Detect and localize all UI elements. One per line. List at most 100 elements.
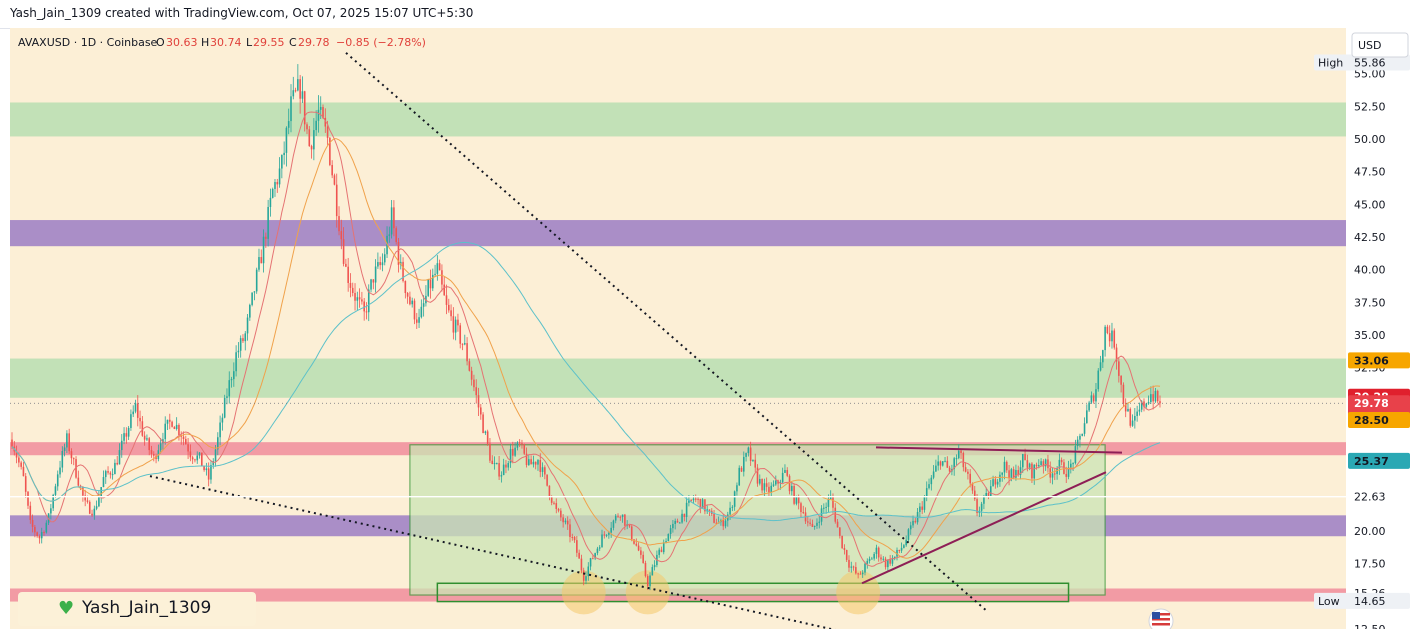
candle-body: [1138, 409, 1141, 412]
candle-body: [791, 485, 793, 492]
candle-body: [704, 499, 706, 512]
candle-body: [132, 411, 135, 415]
candle-body: [802, 512, 805, 514]
candle-body: [662, 542, 665, 553]
candle-body: [463, 343, 466, 345]
candle-body: [420, 306, 423, 318]
candle-body: [274, 182, 276, 189]
candle-body: [36, 532, 38, 537]
candle-body: [1118, 361, 1120, 376]
candle-body: [834, 507, 837, 522]
y-tick-label: 47.50: [1354, 166, 1386, 179]
candle-body: [1106, 326, 1109, 334]
candle-body: [786, 470, 789, 476]
candle-body: [201, 452, 203, 467]
candle-body: [688, 499, 690, 503]
candle-body: [15, 451, 18, 458]
candle-body: [459, 325, 462, 344]
candle-body: [395, 228, 397, 243]
candle-body: [953, 458, 955, 470]
candle-body: [914, 520, 917, 523]
candle-body: [557, 508, 560, 511]
candle-body: [562, 517, 564, 523]
candle-body: [390, 207, 393, 235]
candle-body: [912, 520, 914, 526]
legend-o-value: 30.63: [166, 36, 198, 49]
candle-body: [619, 516, 622, 518]
candle-body: [317, 109, 320, 121]
candle-body: [587, 566, 590, 577]
candle-body: [775, 480, 777, 485]
candle-body: [185, 439, 187, 445]
candle-body: [50, 508, 52, 514]
us-flag-icon[interactable]: [1148, 608, 1174, 629]
green-mid-zone: [10, 358, 1346, 398]
base-support-box: [436, 582, 1070, 603]
candle-body: [431, 274, 434, 289]
candle-body: [852, 566, 855, 568]
candle-body: [603, 534, 606, 536]
candle-body: [1097, 370, 1100, 390]
candle-body: [72, 458, 75, 460]
candle-body: [1088, 402, 1090, 411]
candle-body: [699, 498, 702, 509]
candle-body: [818, 521, 821, 523]
candle-body: [283, 152, 285, 156]
candle-body: [820, 508, 823, 522]
candle-body: [932, 471, 935, 478]
candle-body: [729, 507, 731, 515]
candle-body: [340, 231, 343, 240]
candle-body: [770, 485, 773, 493]
candle-body: [306, 124, 308, 130]
candle-body: [761, 478, 763, 491]
candle-body: [319, 107, 322, 110]
candle-body: [496, 463, 498, 465]
candle-body: [370, 279, 372, 290]
candle-body: [754, 459, 757, 468]
candle-body: [887, 559, 889, 568]
candle-body: [111, 474, 114, 476]
candle-body: [512, 448, 514, 456]
candle-body: [31, 519, 34, 527]
candle-body: [269, 197, 272, 207]
candle-body: [903, 545, 905, 548]
candle-body: [660, 549, 663, 553]
candle-body: [521, 443, 523, 445]
candle-body: [299, 79, 301, 99]
candle-body: [1113, 330, 1116, 348]
price-chart[interactable]: 57.5055.0052.5050.0047.5045.0042.5040.00…: [0, 28, 1422, 629]
candle-body: [1079, 435, 1081, 440]
candle-body: [141, 421, 144, 436]
candle-body: [989, 486, 992, 497]
candle-body: [66, 433, 68, 448]
candle-body: [313, 130, 315, 150]
header-caption: Yash_Jain_1309 created with TradingView.…: [10, 6, 474, 20]
candle-body: [351, 287, 354, 293]
candle-body: [633, 539, 635, 544]
candle-body: [825, 506, 827, 508]
candle-body: [1044, 459, 1047, 467]
candle-body: [308, 129, 311, 147]
currency-selector[interactable]: USD: [1351, 32, 1409, 58]
candle-body: [162, 439, 164, 444]
candle-body: [937, 461, 939, 466]
candle-body: [1090, 395, 1093, 403]
legend-h-value: 30.74: [210, 36, 242, 49]
candle-body: [143, 435, 146, 440]
candle-body: [301, 91, 304, 99]
candle-body: [992, 479, 994, 487]
candle-body: [946, 460, 949, 468]
y-tick-label: 55.00: [1354, 68, 1386, 81]
candle-body: [868, 558, 871, 561]
candle-body: [127, 427, 130, 437]
candle-body: [100, 487, 102, 497]
candle-body: [1156, 390, 1159, 402]
candle-body: [198, 452, 201, 456]
candle-body: [114, 462, 116, 475]
candle-body: [409, 296, 411, 305]
candle-body: [843, 548, 846, 550]
candle-body: [1054, 473, 1056, 475]
candle-body: [546, 474, 548, 486]
candle-body: [95, 506, 98, 509]
candle-body: [996, 481, 999, 485]
